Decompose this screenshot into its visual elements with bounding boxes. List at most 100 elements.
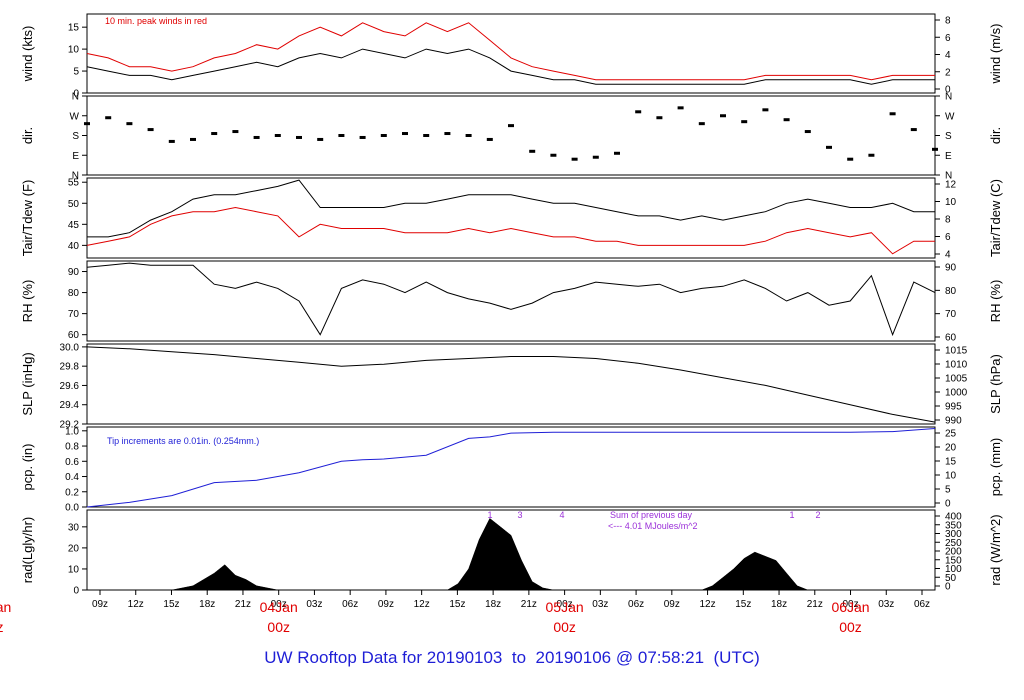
day-marker-date: 04Jan	[260, 599, 298, 615]
annotation-text: 10 min. peak winds in red	[105, 16, 207, 26]
data-point	[762, 108, 769, 112]
y-axis-label-right: wind (m/s)	[988, 24, 1003, 85]
y-axis-label: wind (kts)	[20, 26, 35, 83]
y-tick-label: 50	[68, 199, 80, 210]
top-label: 1	[789, 510, 794, 520]
y-tick-label: 0.0	[65, 503, 79, 514]
top-label: 3	[517, 510, 522, 520]
y-tick-label-right: 150	[945, 555, 962, 566]
y-tick-label-right: 70	[945, 309, 957, 320]
y-axis-label-right: Tair/Tdew (C)	[988, 179, 1003, 257]
annotation-text: Tip increments are 0.01in. (0.254mm.)	[107, 436, 259, 446]
y-tick-label: 1.0	[65, 426, 79, 437]
data-point	[423, 134, 430, 137]
y-tick-label: 29.8	[60, 362, 80, 373]
y-tick-label-right: S	[945, 131, 952, 142]
data-point	[359, 135, 366, 139]
y-axis-label: RH (%)	[20, 280, 35, 323]
series-line	[86, 48, 935, 85]
footer-at: @	[615, 648, 634, 667]
y-tick-label-right: 400	[945, 512, 962, 523]
y-tick-label: 29.6	[60, 381, 80, 392]
x-tick-label: 12z	[128, 599, 144, 610]
series-line	[86, 346, 936, 423]
data-point	[889, 112, 896, 116]
y-tick-label: 40	[68, 241, 80, 252]
day-marker-time: 00z	[267, 619, 290, 635]
data-point	[910, 128, 917, 132]
y-tick-label-right: 100	[945, 564, 962, 575]
x-tick-label: 09z	[378, 599, 394, 610]
x-tick-label: 03z	[878, 599, 894, 610]
panel-frame	[86, 177, 936, 259]
y-tick-label: 30	[68, 522, 80, 533]
y-tick-label-right: W	[945, 111, 955, 122]
y-tick-label: 5	[73, 67, 79, 78]
x-tick-label: 21z	[807, 599, 823, 610]
y-tick-label-right: 1000	[945, 388, 968, 399]
y-tick-label-right: N	[945, 171, 952, 182]
annotation-text: Sum of previous day	[610, 510, 693, 520]
y-tick-label: 55	[68, 178, 80, 189]
x-tick-label: 06z	[628, 599, 644, 610]
top-label: 4	[559, 510, 564, 520]
x-tick-label: 15z	[163, 599, 179, 610]
data-point	[126, 122, 133, 126]
x-tick-label: 06z	[342, 599, 358, 610]
y-tick-label-right: 6	[945, 232, 951, 243]
data-point	[804, 130, 811, 134]
x-tick-label: 21z	[235, 599, 251, 610]
data-point	[253, 135, 260, 139]
data-point	[932, 147, 938, 151]
x-tick-label: 09z	[92, 599, 108, 610]
y-tick-label-right: 990	[945, 416, 962, 427]
top-label: 1	[487, 510, 492, 520]
footer-time: 07:58:21	[637, 648, 705, 667]
y-axis-label-right: RH (%)	[988, 280, 1003, 323]
data-point	[847, 157, 854, 161]
y-tick-label: 15	[68, 23, 80, 34]
footer-start-date: 20190103	[426, 648, 503, 667]
x-tick-label: 00z	[557, 599, 573, 610]
y-tick-label: N	[72, 92, 79, 103]
y-tick-label-right: 250	[945, 538, 962, 549]
data-point	[338, 134, 345, 137]
series-area	[87, 518, 935, 591]
day-marker-date: Jan	[0, 599, 11, 615]
x-tick-label: 18z	[771, 599, 787, 610]
y-tick-label: 10	[68, 564, 80, 575]
data-point	[592, 155, 599, 159]
data-point	[529, 149, 536, 153]
day-marker-date: 06Jan	[831, 599, 869, 615]
y-tick-label: 0.2	[65, 487, 79, 498]
y-tick-label-right: 1015	[945, 346, 968, 357]
panel-frame	[86, 95, 936, 176]
y-tick-label-right: 995	[945, 402, 962, 413]
data-point	[826, 145, 832, 149]
footer-timezone: (UTC)	[713, 648, 760, 667]
y-tick-label-right: 1010	[945, 360, 968, 371]
y-tick-label-right: 80	[945, 286, 957, 297]
y-tick-label: 0	[73, 89, 79, 100]
y-axis-label-right: dir.	[988, 127, 1003, 144]
y-tick-label-right: 2	[945, 67, 951, 78]
data-point	[444, 132, 451, 136]
y-tick-label-right: 25	[945, 429, 957, 440]
y-tick-label: 20	[68, 543, 80, 554]
data-point	[635, 110, 642, 114]
y-tick-label-right: 20	[945, 443, 957, 454]
data-point	[211, 132, 218, 136]
x-tick-label: 15z	[449, 599, 465, 610]
data-point	[232, 130, 239, 134]
data-point	[698, 122, 705, 126]
y-tick-label: 29.2	[60, 420, 80, 431]
data-point	[402, 132, 408, 136]
y-tick-label-right: 10	[945, 471, 957, 482]
x-tick-label: 09z	[664, 599, 680, 610]
y-axis-label-right: SLP (hPa)	[988, 354, 1003, 414]
footer-end-date: 20190106	[535, 648, 612, 667]
y-tick-label: E	[72, 151, 79, 162]
y-tick-label: 0.8	[65, 442, 79, 453]
x-tick-label: 12z	[700, 599, 716, 610]
